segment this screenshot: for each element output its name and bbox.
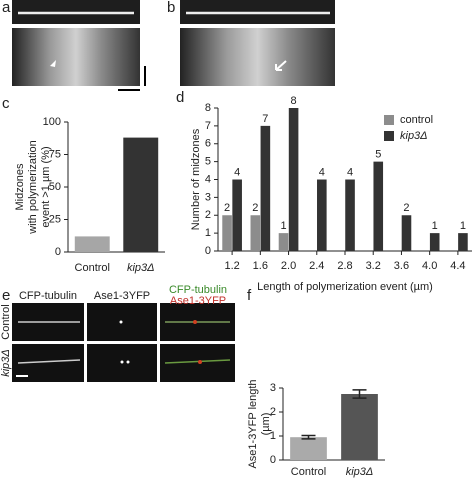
x-tick-label: kip3Δ (127, 262, 155, 274)
bar (278, 233, 289, 251)
bar (260, 125, 271, 251)
value-label: 1 (460, 220, 466, 232)
bar (401, 215, 412, 251)
value-label: 1 (432, 220, 438, 232)
y-tick-label: 6 (205, 138, 211, 150)
y-tick-label: 5 (205, 156, 211, 168)
y-tick-label: 1 (270, 430, 276, 442)
y-axis-label: Midzones (14, 163, 26, 211)
y-tick-label: 25 (49, 213, 61, 225)
y-tick-label: 0 (270, 454, 276, 466)
panel-e-images (12, 303, 235, 382)
panel-b-images (180, 0, 335, 86)
panel-label: b (167, 0, 175, 16)
value-label: 4 (319, 166, 325, 178)
y-axis-label: Ase1-3YFP length (247, 379, 259, 468)
y-tick-label: 1 (205, 227, 211, 239)
y-axis-label: Number of midzones (190, 128, 202, 230)
column-label: CFP-tubulin (169, 284, 227, 296)
x-tick-label: Control (75, 262, 110, 274)
bar (232, 179, 242, 251)
error-bar (352, 389, 367, 399)
value-label: 7 (262, 113, 268, 125)
panel-a-images (12, 0, 146, 91)
bar (429, 233, 440, 251)
bar (250, 215, 261, 251)
x-tick-label: 3.6 (394, 260, 409, 272)
panel-label: c (2, 95, 10, 112)
bar (373, 161, 384, 251)
x-tick-label: kip3Δ (346, 466, 374, 478)
column-label: Ase1-3YFP (94, 290, 150, 302)
x-tick-label: Control (291, 466, 326, 478)
y-axis-label: event >1 µm (%) (40, 146, 52, 227)
value-label: 2 (252, 202, 258, 214)
y-tick-label: 3 (270, 382, 276, 394)
value-label: 4 (234, 166, 240, 178)
row-label: Control (0, 304, 12, 339)
x-tick-label: 1.2 (224, 260, 239, 272)
bar (317, 179, 327, 251)
x-tick-label: 2.4 (309, 260, 324, 272)
value-label: 8 (291, 95, 297, 107)
y-tick-label: 0 (205, 245, 211, 257)
bar (345, 179, 355, 251)
y-axis-label: with polymerization (27, 140, 39, 235)
y-tick-label: 8 (205, 102, 211, 114)
column-label: CFP-tubulin (19, 290, 77, 302)
error-bar (301, 434, 316, 440)
bar (288, 108, 299, 251)
value-label: 5 (375, 149, 381, 161)
y-tick-label: 2 (270, 406, 276, 418)
bar (290, 437, 327, 460)
value-label: 1 (280, 220, 286, 232)
bar (458, 233, 468, 251)
row-label: kip3Δ (0, 349, 12, 377)
y-axis-label: (µm) (260, 413, 272, 436)
y-tick-label: 3 (205, 191, 211, 203)
x-tick-label: 1.6 (253, 260, 268, 272)
x-tick-label: 2.0 (281, 260, 296, 272)
legend-swatch (384, 115, 394, 125)
y-tick-label: 0 (55, 246, 61, 258)
bar (222, 215, 232, 251)
y-tick-label: 7 (205, 120, 211, 132)
panel-label: a (2, 0, 11, 16)
y-tick-label: 100 (43, 116, 61, 128)
y-tick-label: 50 (49, 181, 61, 193)
panel-label: d (176, 89, 184, 106)
x-tick-label: 4.4 (450, 260, 465, 272)
legend-swatch (384, 131, 394, 141)
y-tick-label: 75 (49, 148, 61, 160)
bar (341, 394, 378, 460)
value-label: 4 (347, 166, 353, 178)
legend-label: control (400, 114, 433, 126)
x-axis-label: Length of polymerization event (µm) (257, 281, 433, 293)
value-label: 2 (403, 202, 409, 214)
value-label: 2 (224, 202, 230, 214)
x-tick-label: 3.2 (366, 260, 381, 272)
bar (123, 137, 159, 252)
column-label: Ase1-3YFP (170, 295, 226, 307)
panel-label: f (247, 287, 252, 304)
x-tick-label: 2.8 (337, 260, 352, 272)
legend-label: kip3Δ (400, 130, 428, 142)
panel-label: e (2, 287, 10, 304)
y-tick-label: 4 (205, 173, 211, 185)
bar (74, 236, 110, 252)
y-tick-label: 2 (205, 209, 211, 221)
x-tick-label: 4.0 (422, 260, 437, 272)
